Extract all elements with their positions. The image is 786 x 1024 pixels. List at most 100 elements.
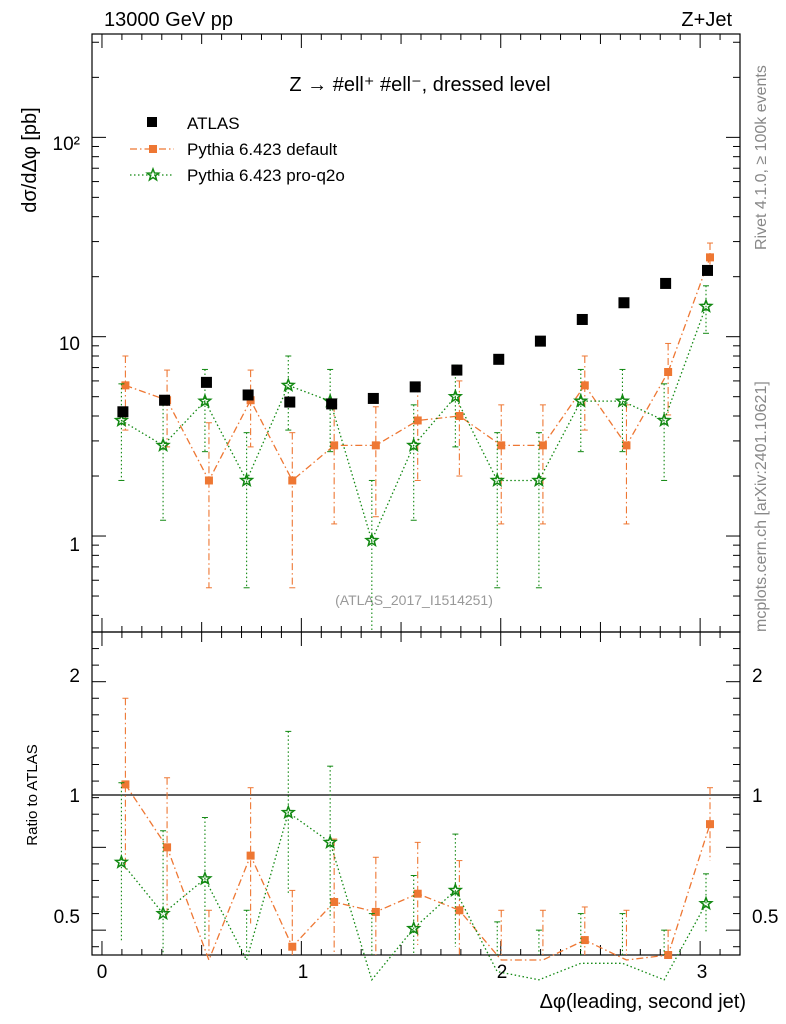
ratio-tick-label-right-2: 2 — [752, 666, 763, 687]
ratio-tick-label-left-0.5: 0.5 — [54, 907, 80, 928]
marker-proq2o-1 — [155, 437, 171, 452]
legend-marker-atlas — [147, 117, 157, 127]
marker-default-13 — [664, 368, 673, 377]
marker-proq2o-3 — [238, 472, 255, 488]
marker-default-11 — [580, 381, 589, 390]
atlas-point-12 — [618, 297, 630, 309]
marker-default-0 — [121, 381, 130, 390]
legend-label-proq2o: Pythia 6.423 pro-q2o — [187, 166, 345, 185]
rivet-label: Rivet 4.1.0, ≥ 100k events — [753, 65, 770, 250]
ratio-marker-default-11 — [580, 936, 589, 945]
marker-default-7 — [413, 416, 422, 425]
marker-proq2o-0 — [113, 412, 130, 428]
ratio-tick-label-right-0.5: 0.5 — [752, 907, 778, 928]
ratio-marker-default-0 — [121, 780, 130, 789]
ratio-frame — [91, 631, 741, 956]
marker-default-9 — [497, 441, 506, 450]
ratio-y-axis-label: Ratio to ATLAS — [24, 744, 41, 845]
atlas-point-11 — [576, 313, 588, 325]
ratio-series — [113, 697, 715, 982]
atlas-point-7 — [409, 381, 421, 393]
ratio-tick-label-right-1: 1 — [752, 786, 763, 807]
ratio-marker-proq2o-7 — [405, 920, 422, 936]
ratio-marker-proq2o-1 — [155, 905, 171, 921]
atlas-point-4 — [284, 396, 296, 408]
y-tick-label-1: 1 — [69, 535, 80, 556]
header-right: Z+Jet — [681, 9, 732, 31]
marker-proq2o-13 — [656, 412, 672, 428]
watermark: (ATLAS_2017_I1514251) — [335, 592, 493, 608]
legend-marker-default — [149, 145, 157, 153]
atlas-point-0 — [117, 406, 129, 418]
ratio-marker-proq2o-5 — [322, 834, 338, 849]
ratio-marker-default-13 — [664, 951, 673, 959]
ratio-marker-default-3 — [246, 851, 255, 860]
marker-proq2o-7 — [405, 437, 422, 452]
ratio-marker-default-7 — [413, 889, 422, 898]
atlas-point-5 — [326, 398, 338, 410]
marker-proq2o-14 — [698, 298, 714, 313]
x-tick-label-0: 0 — [97, 962, 108, 983]
marker-proq2o-12 — [614, 392, 631, 408]
atlas-point-1 — [159, 394, 171, 406]
marker-proq2o-4 — [280, 377, 297, 392]
main-x-ticks — [101, 34, 721, 632]
atlas-point-3 — [242, 389, 254, 401]
marker-proq2o-11 — [573, 392, 589, 408]
marker-default-4 — [288, 476, 297, 485]
marker-proq2o-8 — [447, 388, 464, 404]
ratio-marker-proq2o-8 — [447, 882, 464, 897]
atlas-point-2 — [200, 376, 212, 388]
legend-marker-proq2o — [145, 166, 161, 182]
ratio-tick-label-left-1: 1 — [69, 786, 80, 807]
main-y-ticks — [92, 41, 740, 616]
legend: ATLAS Pythia 6.423 default Pythia 6.423 … — [130, 114, 345, 185]
ratio-marker-proq2o-2 — [197, 870, 213, 886]
atlas-point-9 — [493, 353, 505, 365]
marker-proq2o-10 — [531, 472, 547, 488]
ratio-marker-default-8 — [455, 906, 464, 915]
ratio-marker-default-6 — [371, 907, 380, 916]
marker-default-6 — [371, 441, 380, 450]
marker-default-12 — [622, 441, 631, 450]
ratio-tick-label-left-2: 2 — [69, 666, 80, 687]
ratio-marker-default-1 — [163, 843, 172, 852]
main-series — [113, 242, 715, 633]
plot-title: Z → #ell⁺ #ell⁻, dressed level — [289, 74, 550, 96]
x-tick-label-1: 1 — [298, 962, 309, 983]
marker-proq2o-9 — [489, 472, 505, 488]
ratio-marker-proq2o-14 — [698, 895, 714, 911]
atlas-point-14 — [702, 264, 714, 276]
y-tick-label-100: 10² — [53, 134, 80, 155]
marker-default-10 — [538, 441, 547, 450]
y-tick-label-10: 10 — [59, 334, 80, 355]
x-axis-label: Δφ(leading, second jet) — [540, 991, 746, 1013]
ratio-marker-default-4 — [288, 942, 297, 951]
legend-label-atlas: ATLAS — [187, 114, 240, 133]
x-tick-label-2: 2 — [497, 962, 508, 983]
header-left: 13000 GeV pp — [104, 9, 233, 31]
ratio-x-ticks — [101, 632, 721, 955]
main-plot: Z → #ell⁺ #ell⁻, dressed level (ATLAS_20… — [19, 33, 741, 633]
ratio-marker-default-5 — [330, 897, 339, 906]
series-line-2 — [121, 306, 707, 543]
marker-default-8 — [455, 412, 464, 421]
legend-label-default: Pythia 6.423 default — [187, 140, 338, 159]
ratio-marker-proq2o-0 — [113, 854, 130, 869]
marker-default-5 — [330, 441, 339, 450]
atlas-point-13 — [660, 277, 672, 289]
atlas-point-6 — [367, 392, 379, 404]
ratio-marker-proq2o-4 — [280, 804, 297, 820]
ratio-y-ticks — [92, 648, 740, 948]
atlas-point-8 — [451, 364, 463, 376]
atlas-point-10 — [534, 335, 546, 347]
marker-default-14 — [706, 253, 715, 262]
y-axis-label: dσ/dΔφ [pb] — [19, 107, 41, 212]
marker-default-2 — [204, 476, 213, 485]
marker-proq2o-6 — [364, 532, 380, 548]
ratio-plot: Ratio to ATLAS 0.5 1 2 0.5 1 2 0 1 2 3 Δ… — [24, 631, 778, 1013]
marker-proq2o-2 — [197, 392, 213, 408]
ratio-marker-default-14 — [706, 820, 715, 829]
mcplots-label: mcplots.cern.ch [arXiv:2401.10621] — [753, 381, 770, 632]
